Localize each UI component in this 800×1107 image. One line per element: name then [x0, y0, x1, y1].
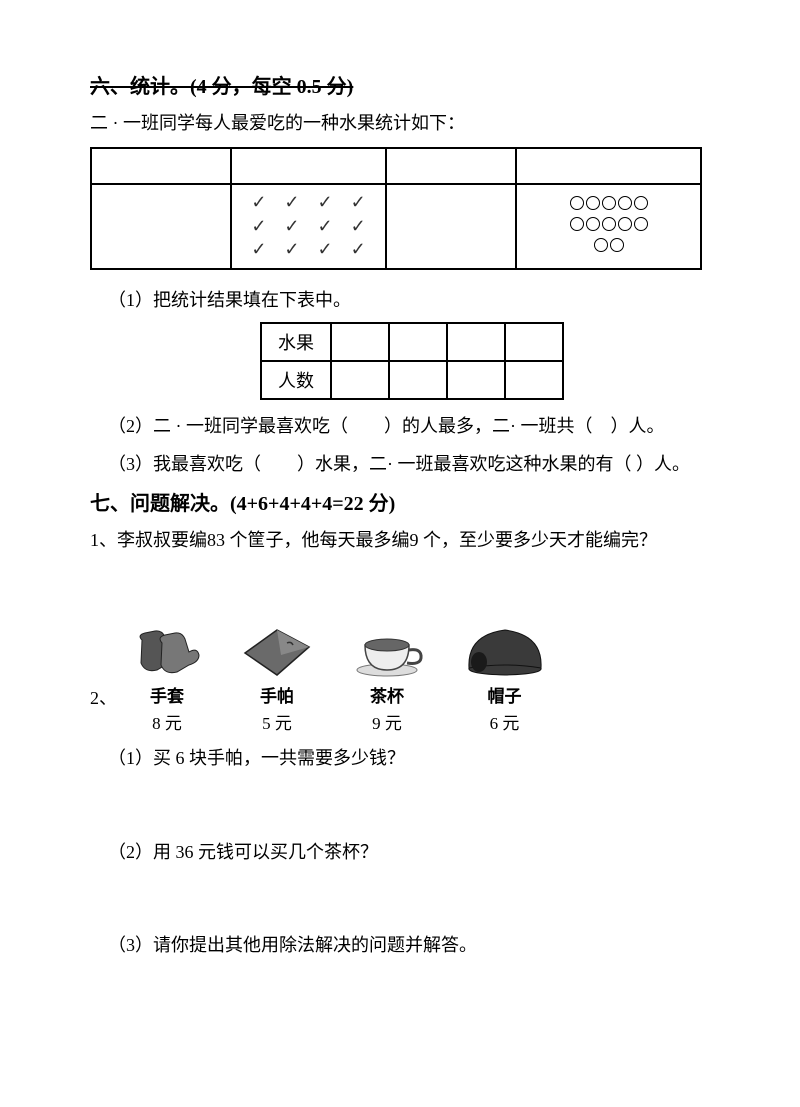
tally-table: ✓ ✓ ✓ ✓ ✓ ✓ ✓ ✓ ✓ ✓ ✓ ✓	[90, 147, 702, 269]
result-blank	[447, 323, 505, 361]
tally-r2c1	[91, 184, 231, 268]
result-blank	[505, 361, 563, 399]
teacup-icon	[347, 625, 427, 680]
teacup-price: 9 元	[372, 709, 402, 734]
tally-r1c3	[386, 148, 516, 184]
tally-r1c4	[516, 148, 701, 184]
item-gloves: 手套 8 元	[127, 625, 207, 734]
result-label-count: 人数	[261, 361, 331, 399]
item-hat: 帽子 6 元	[457, 620, 552, 734]
hat-price: 6 元	[490, 709, 520, 734]
section6-sub3: （3）我最喜欢吃（ ）水果，二· 一班最喜欢吃这种水果的有（ ）人。	[90, 448, 710, 480]
section7-title: 七、问题解决。(4+6+4+4+4=22 分)	[90, 487, 710, 516]
result-blank	[331, 361, 389, 399]
section6-sub2: （2）二 · 一班同学最喜欢吃（ ）的人最多，二· 一班共（ ）人。	[90, 410, 710, 442]
gloves-icon	[127, 625, 207, 680]
hat-icon	[457, 620, 552, 680]
result-blank	[505, 323, 563, 361]
q2-sub2: （2）用 36 元钱可以买几个茶杯？	[90, 836, 710, 868]
result-table: 水果 人数	[260, 322, 564, 400]
item-teacup: 茶杯 9 元	[347, 625, 427, 734]
tally-r1c1	[91, 148, 231, 184]
teacup-label: 茶杯	[370, 682, 404, 707]
result-blank	[389, 323, 447, 361]
result-label-fruit: 水果	[261, 323, 331, 361]
hat-label: 帽子	[488, 682, 522, 707]
gloves-price: 8 元	[152, 709, 182, 734]
result-blank	[331, 323, 389, 361]
handkerchief-price: 5 元	[262, 709, 292, 734]
items-row: 2、 手套 8 元 手帕 5 元 茶杯 9 元 帽子 6 元	[90, 620, 710, 734]
result-blank	[389, 361, 447, 399]
q2-number: 2、	[90, 684, 117, 710]
tally-r2c2-checks: ✓ ✓ ✓ ✓ ✓ ✓ ✓ ✓ ✓ ✓ ✓ ✓	[231, 184, 386, 268]
result-blank	[447, 361, 505, 399]
tally-r2c3	[386, 184, 516, 268]
section6-intro: 二 · 一班同学每人最爱吃的一种水果统计如下：	[90, 107, 710, 139]
handkerchief-icon	[237, 625, 317, 680]
gloves-label: 手套	[150, 682, 184, 707]
q2-sub3: （3）请你提出其他用除法解决的问题并解答。	[90, 929, 710, 961]
item-handkerchief: 手帕 5 元	[237, 625, 317, 734]
section6-sub1: （1）把统计结果填在下表中。	[90, 284, 710, 316]
q2-sub1: （1）买 6 块手帕，一共需要多少钱？	[90, 742, 710, 774]
tally-r1c2	[231, 148, 386, 184]
section6-title: 六、统计。(4 分，每空 0.5 分)	[90, 70, 710, 99]
handkerchief-label: 手帕	[260, 682, 294, 707]
section7-q1: 1、李叔叔要编83 个筐子，他每天最多编9 个，至少要多少天才能编完？	[90, 524, 710, 556]
tally-r2c4-circles	[516, 184, 701, 268]
